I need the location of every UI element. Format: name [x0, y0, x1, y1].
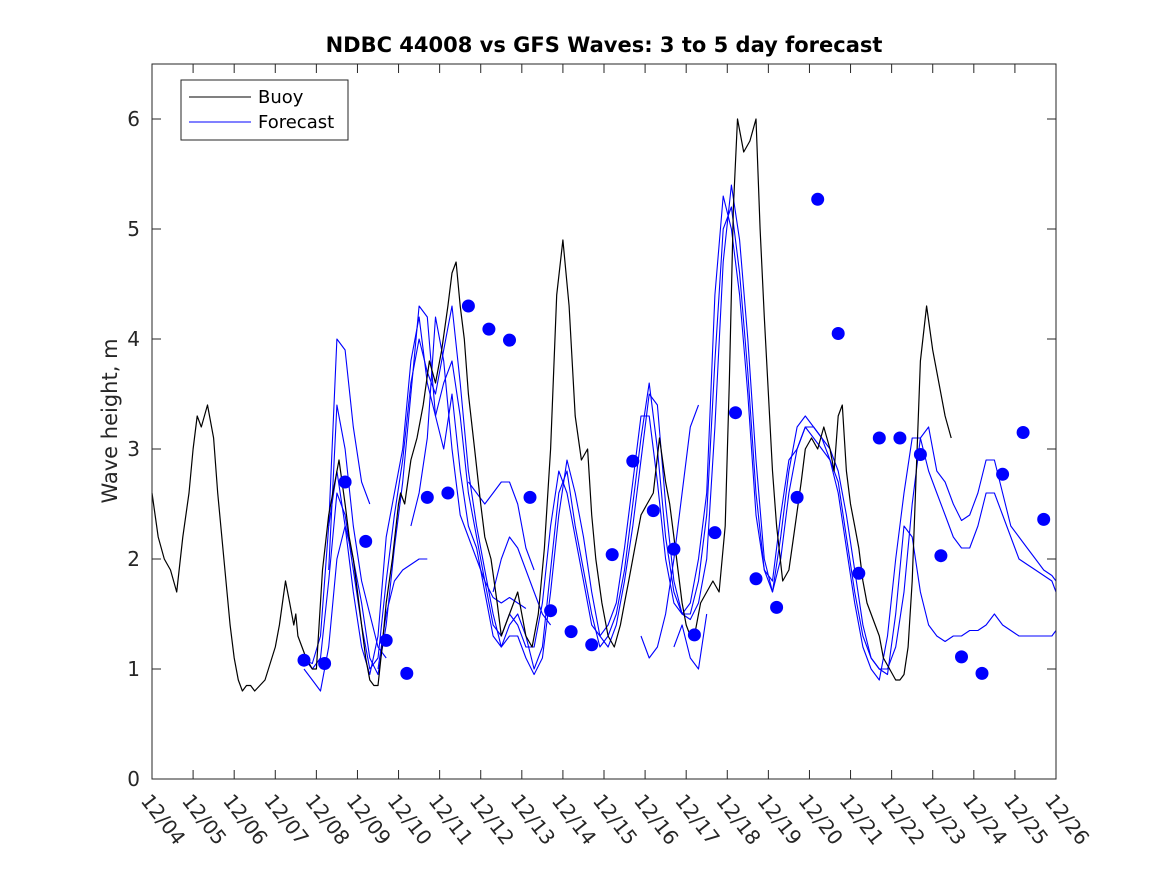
axes-box [151, 63, 1057, 780]
forecast-marker-36 [1037, 512, 1051, 526]
forecast-marker-7 [441, 486, 455, 500]
y-tick-label-2: 2 [127, 547, 140, 571]
forecast-line-5 [410, 316, 527, 609]
y-tick-label-3: 3 [127, 437, 140, 461]
y-tick-label-4: 4 [127, 327, 140, 351]
legend: Buoy Forecast [180, 79, 349, 141]
forecast-marker-12 [544, 604, 558, 618]
forecast-marker-31 [934, 549, 948, 563]
forecast-marker-11 [523, 490, 537, 504]
forecast-marker-16 [626, 454, 640, 468]
forecast-marker-17 [646, 504, 660, 518]
forecast-line-3 [328, 338, 371, 527]
forecast-marker-14 [585, 638, 599, 652]
forecast-marker-32 [955, 650, 968, 664]
y-axis-label: Wave height, m [98, 338, 122, 503]
forecast-marker-20 [708, 526, 722, 540]
forecast-marker-22 [749, 572, 763, 586]
forecast-marker-15 [605, 548, 619, 562]
legend-label-buoy: Buoy [258, 87, 304, 108]
forecast-line-4 [328, 404, 387, 659]
plot-area [152, 64, 1056, 779]
forecast-line-6 [377, 558, 428, 670]
legend-box [180, 79, 349, 141]
chart-title: NDBC 44008 vs GFS Waves: 3 to 5 day fore… [326, 33, 883, 57]
forecast-marker-23 [770, 600, 784, 614]
forecast-lines [303, 184, 1057, 692]
forecast-marker-24 [790, 490, 804, 504]
forecast-line-2 [303, 184, 1057, 692]
forecast-marker-25 [811, 192, 825, 206]
forecast-marker-34 [996, 467, 1010, 481]
y-tick-label-0: 0 [127, 767, 140, 791]
forecast-marker-0 [297, 653, 311, 667]
forecast-marker-21 [729, 406, 742, 420]
y-tick-label-1: 1 [127, 657, 140, 681]
forecast-marker-33 [975, 666, 989, 680]
forecast-line-10 [673, 613, 708, 670]
forecast-marker-19 [687, 628, 701, 642]
y-tick-labels: 0 1 2 3 4 5 6 [127, 107, 140, 791]
forecast-marker-4 [379, 633, 393, 647]
forecast-marker-29 [893, 431, 907, 445]
forecast-line-7 [492, 536, 552, 626]
forecast-marker-27 [852, 566, 866, 580]
forecast-marker-1 [318, 657, 332, 670]
forecast-marker-18 [667, 542, 681, 556]
buoy-line [151, 118, 952, 692]
forecast-marker-30 [913, 448, 927, 461]
forecast-marker-6 [420, 490, 434, 504]
forecast-marker-3 [359, 534, 373, 548]
y-tick-label-6: 6 [127, 107, 140, 131]
forecast-marker-10 [503, 333, 516, 347]
buoy-lines [151, 118, 952, 692]
forecast-marker-28 [872, 431, 886, 445]
forecast-marker-5 [400, 666, 414, 680]
forecast-marker-8 [461, 299, 475, 313]
legend-label-forecast: Forecast [258, 112, 334, 133]
forecast-marker-35 [1016, 426, 1030, 439]
axis-ticks [151, 64, 1057, 780]
forecast-marker-9 [482, 322, 496, 336]
y-tick-label-5: 5 [127, 217, 140, 241]
forecast-marker-26 [831, 327, 845, 340]
forecast-markers [297, 192, 1051, 680]
forecast-line-9 [640, 404, 700, 659]
forecast-marker-2 [338, 475, 352, 489]
forecast-marker-13 [564, 625, 578, 639]
